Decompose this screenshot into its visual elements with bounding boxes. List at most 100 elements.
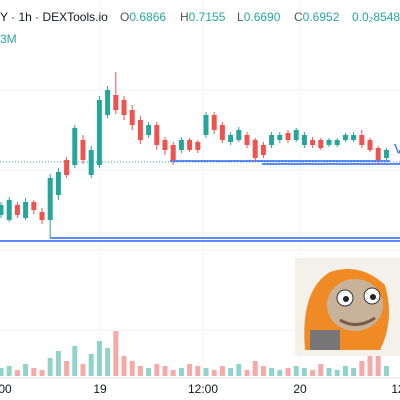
volume-bar (146, 368, 152, 376)
volume-bar (211, 370, 217, 376)
candle-body (359, 135, 365, 145)
volume-bar (187, 364, 193, 376)
x-tick-label: 12 (391, 382, 400, 396)
volume-bar (228, 368, 234, 376)
candle-body (178, 140, 184, 150)
candle-body (219, 125, 225, 140)
candle-body (113, 95, 119, 110)
volume-bar (260, 366, 266, 376)
volume-pane (0, 331, 389, 376)
volume-bar (88, 354, 94, 376)
volume-bar (80, 364, 86, 376)
candle-body (367, 140, 373, 150)
volume-bar (351, 368, 357, 376)
candle-body (310, 140, 316, 145)
volume-bar (121, 356, 127, 376)
candle-body (195, 142, 201, 150)
x-tick-label: 12:00 (188, 382, 218, 396)
ohlc-key: C (294, 10, 303, 24)
ohlc-value: 0.0₂8548 (352, 10, 400, 24)
ohlc-item: 0.0₂8548 (352, 10, 400, 24)
candle-body (14, 205, 20, 215)
candle-body (342, 135, 348, 140)
ohlc-item: H0.7155 (180, 10, 226, 24)
volume-bar (31, 368, 37, 376)
candle-body (0, 205, 4, 215)
candle-body (105, 90, 111, 115)
volume-bar (96, 341, 102, 376)
candle-body (23, 202, 29, 218)
volume-bar (277, 370, 283, 376)
candle-body (236, 130, 242, 140)
volume-bar (129, 361, 135, 376)
volume-bar (244, 370, 250, 376)
candle-body (351, 135, 357, 140)
candle-body (31, 202, 37, 210)
volume-bar (236, 364, 242, 376)
candle-body (47, 178, 53, 220)
candles (0, 72, 389, 238)
volume-bar (375, 356, 381, 376)
volume-bar (162, 366, 168, 376)
candle-body (228, 135, 234, 142)
volume-bar (23, 364, 29, 376)
volume-bar (293, 366, 299, 376)
volume-bar (318, 364, 324, 376)
volume-bar (269, 368, 275, 376)
volume-bar (334, 370, 340, 376)
candle-body (170, 145, 176, 160)
candle-body (334, 140, 340, 145)
volume-bar (39, 370, 45, 376)
candle-body (285, 133, 291, 140)
volume-bar (0, 368, 4, 376)
volume-bar (105, 348, 111, 376)
candle-body (96, 100, 102, 165)
candle-body (39, 212, 45, 220)
volume-bar (64, 361, 70, 376)
candle-body (72, 128, 78, 165)
ohlc-value: 0.7155 (189, 10, 226, 24)
ohlc-key: O (120, 10, 129, 24)
candle-body (260, 145, 266, 155)
volume-bar (383, 366, 389, 376)
ohlc-key: L (237, 10, 244, 24)
volume-bar (137, 366, 143, 376)
candle-body (129, 110, 135, 125)
candle-body (383, 150, 389, 158)
candle-body (203, 115, 209, 135)
volume-bar (342, 366, 348, 376)
candle-body (154, 125, 160, 145)
side-label: V (394, 141, 400, 157)
candle-body (80, 140, 86, 160)
candle-body (244, 135, 250, 145)
x-tick-label: 00 (0, 382, 12, 396)
candle-body (55, 172, 61, 195)
volume-bar (285, 368, 291, 376)
candle-body (121, 100, 127, 115)
volume-bar (203, 368, 209, 376)
volume-bar (301, 368, 307, 376)
x-tick-label: 20 (293, 382, 307, 396)
volume-bar (6, 366, 12, 376)
candle-body (187, 140, 193, 150)
meme-image (295, 258, 400, 356)
ohlc-legend: O0.6866 H0.7155 L0.6690 C0.6952 0.0₂8548 (120, 10, 400, 24)
volume-bar (195, 366, 201, 376)
candle-body (252, 140, 258, 158)
candle-body (326, 140, 332, 145)
candle-body (6, 200, 12, 220)
candle-body (375, 148, 381, 160)
ohlc-value: 0.6866 (129, 10, 166, 24)
volume-bar (310, 370, 316, 376)
volume-label: 3M (0, 32, 17, 46)
volume-bar (178, 368, 184, 376)
volume-bar (47, 358, 53, 376)
volume-bar (326, 368, 332, 376)
ohlc-key: H (180, 10, 189, 24)
candle-body (64, 160, 70, 175)
volume-bar (154, 364, 160, 376)
candle-body (162, 140, 168, 150)
candle-body (211, 115, 217, 130)
volume-bar (113, 331, 119, 376)
